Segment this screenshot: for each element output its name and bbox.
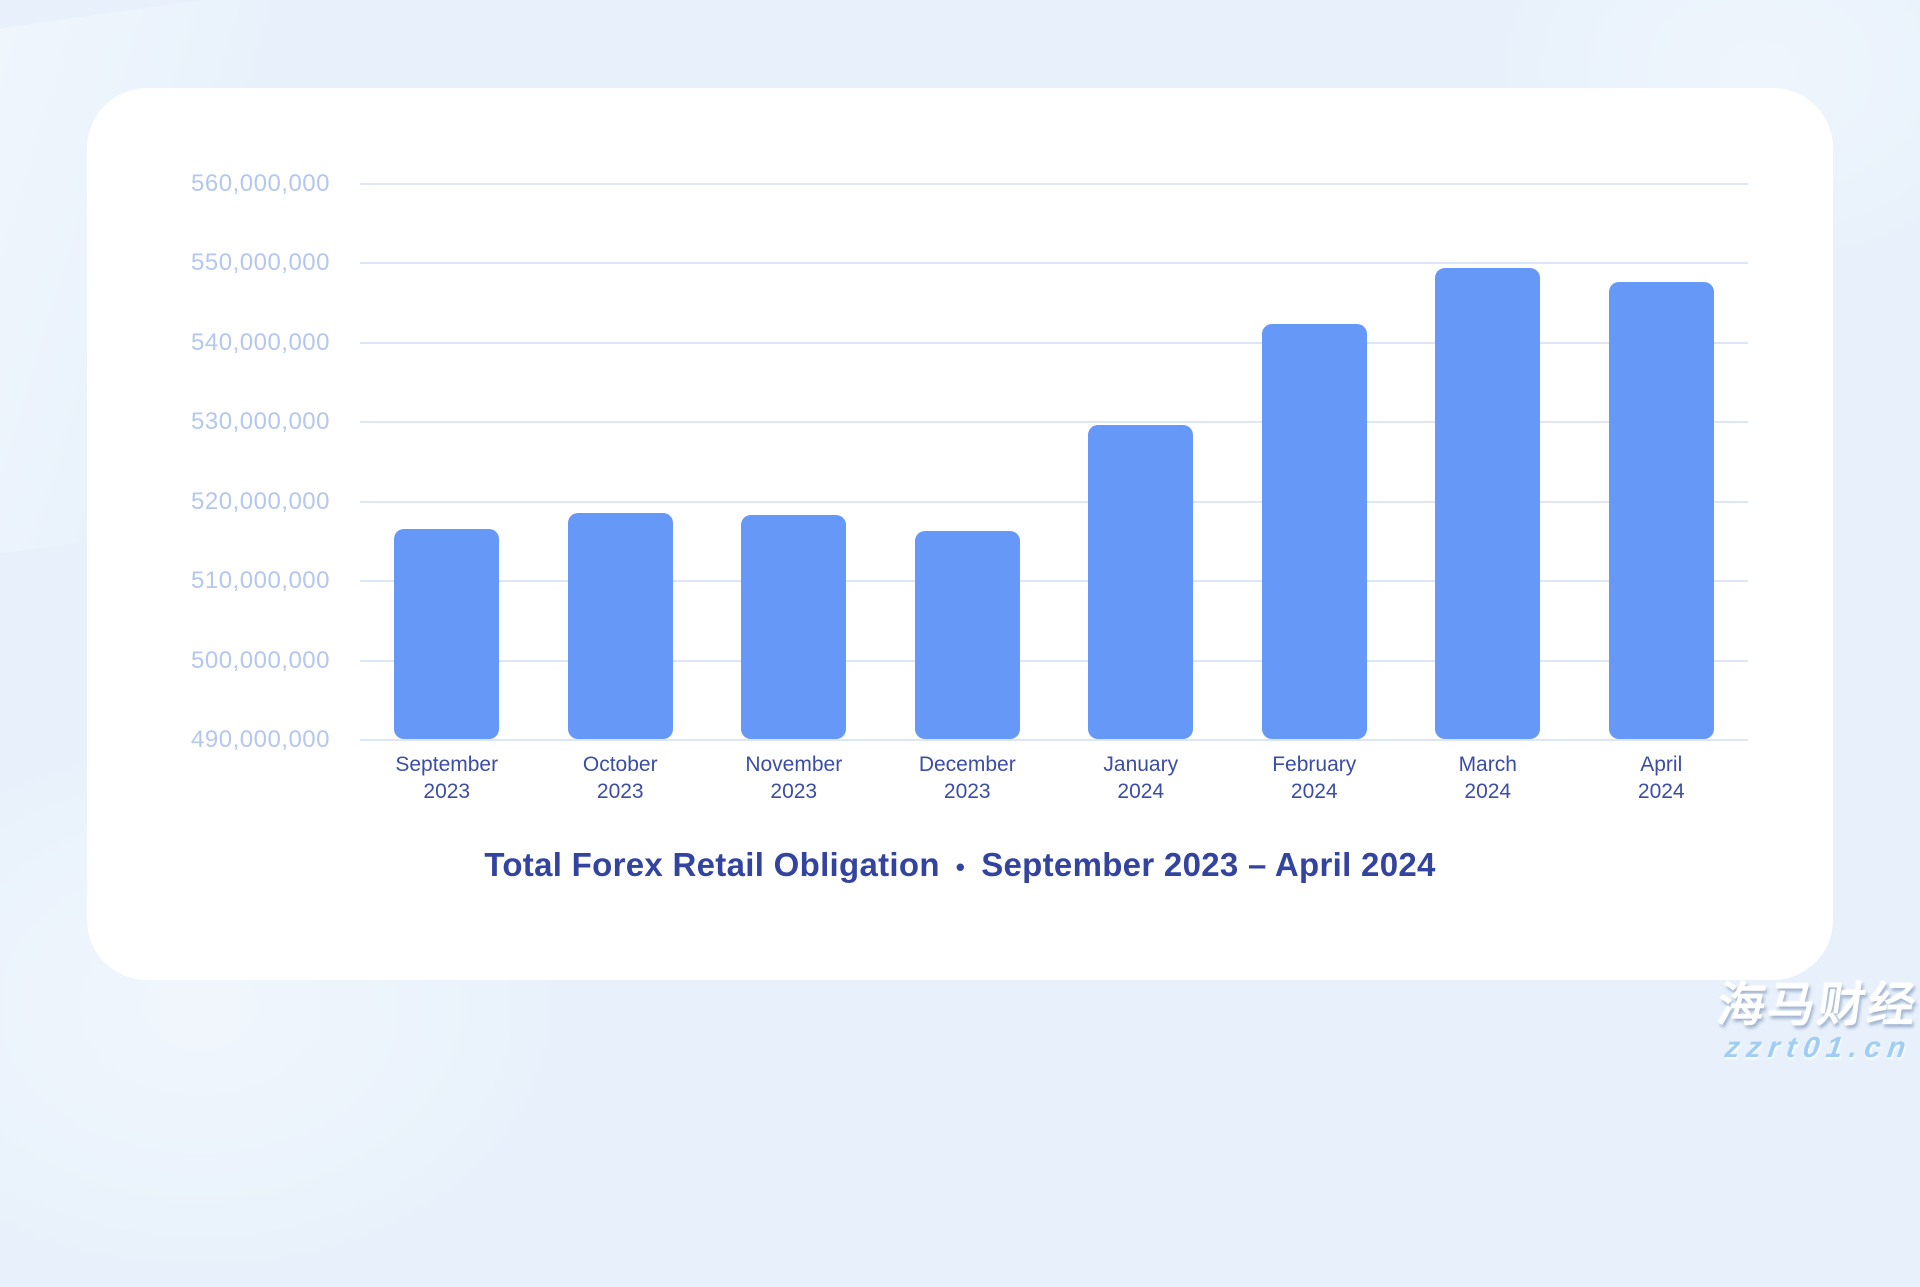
x-label-month: November: [745, 753, 843, 776]
y-axis-tick-label: 520,000,000: [191, 487, 330, 515]
x-axis-tick-label: March 2024: [1401, 751, 1575, 805]
gridline: [360, 421, 1748, 424]
chart-title-range: September 2023 – April 2024: [981, 846, 1436, 883]
bar-october-2023: [567, 512, 673, 739]
bar-march-2024: [1435, 268, 1541, 739]
bar-december-2023: [914, 530, 1020, 739]
y-axis-tick-label: 500,000,000: [191, 646, 330, 674]
bar-slot: [1228, 183, 1402, 739]
x-label-year: 2024: [1464, 780, 1512, 803]
gridline: [360, 659, 1748, 662]
gridline: [360, 262, 1748, 265]
bar-slot: [707, 183, 881, 739]
x-axis-tick-label: February 2024: [1228, 751, 1402, 805]
x-axis-tick-label: April 2024: [1575, 751, 1749, 805]
y-axis-tick-label: 560,000,000: [191, 170, 330, 197]
chart-title-main: Total Forex Retail Obligation: [484, 846, 940, 883]
bar-slot: [1054, 183, 1228, 739]
gridline: [360, 739, 1748, 741]
y-axis-tick-label: 540,000,000: [191, 328, 330, 356]
bar-november-2023: [741, 515, 847, 739]
x-label-year: 2023: [943, 780, 991, 803]
x-label-month: December: [918, 753, 1016, 776]
gridline: [360, 580, 1748, 583]
x-axis-tick-label: December 2023: [881, 751, 1055, 805]
bar-series: [360, 183, 1748, 739]
bar-september-2023: [394, 529, 500, 739]
watermark: 海马财经 zzrt01.cn: [1710, 978, 1920, 1065]
bar-slot: [534, 183, 708, 739]
x-label-year: 2024: [1637, 780, 1685, 803]
x-label-year: 2023: [770, 780, 818, 803]
x-label-month: February: [1272, 753, 1357, 776]
y-axis-tick-label: 550,000,000: [191, 249, 330, 277]
x-axis-tick-label: October 2023: [534, 751, 708, 805]
x-label-year: 2023: [596, 780, 644, 803]
bar-january-2024: [1088, 425, 1194, 739]
watermark-url: zzrt01.cn: [1722, 1032, 1915, 1064]
chart-title-separator: •: [955, 851, 966, 882]
x-axis-tick-label: November 2023: [707, 751, 881, 805]
y-axis-labels: 560,000,000 550,000,000 540,000,000 530,000…: [87, 170, 330, 753]
bar-slot: [360, 183, 534, 739]
gridline: [360, 183, 1748, 185]
chart-card: 560,000,000 550,000,000 540,000,000 530,000…: [87, 88, 1833, 980]
watermark-brand: 海马财经: [1714, 978, 1920, 1031]
x-label-month: October: [582, 753, 658, 776]
x-label-month: April: [1640, 753, 1683, 776]
x-label-year: 2024: [1290, 780, 1338, 803]
x-label-year: 2024: [1117, 780, 1165, 803]
x-label-year: 2023: [423, 780, 471, 803]
x-axis-labels: September 2023 October 2023 November 2023 Dece…: [360, 751, 1748, 805]
y-axis-tick-label: 530,000,000: [191, 408, 330, 436]
x-label-month: January: [1103, 753, 1179, 776]
y-axis-tick-label: 490,000,000: [191, 726, 330, 753]
plot-area: [360, 183, 1748, 741]
x-axis-tick-label: January 2024: [1054, 751, 1228, 805]
bar-april-2024: [1608, 281, 1714, 739]
y-axis-tick-label: 510,000,000: [191, 567, 330, 595]
gridline: [360, 500, 1748, 503]
bar-slot: [881, 183, 1055, 739]
x-axis-tick-label: September 2023: [360, 751, 534, 805]
bar-february-2024: [1261, 323, 1367, 739]
x-label-month: September: [395, 753, 499, 776]
gridline: [360, 341, 1748, 344]
bar-slot: [1575, 183, 1749, 739]
bar-slot: [1401, 183, 1575, 739]
chart-title: Total Forex Retail Obligation • September …: [87, 846, 1833, 884]
x-label-month: March: [1458, 753, 1517, 776]
